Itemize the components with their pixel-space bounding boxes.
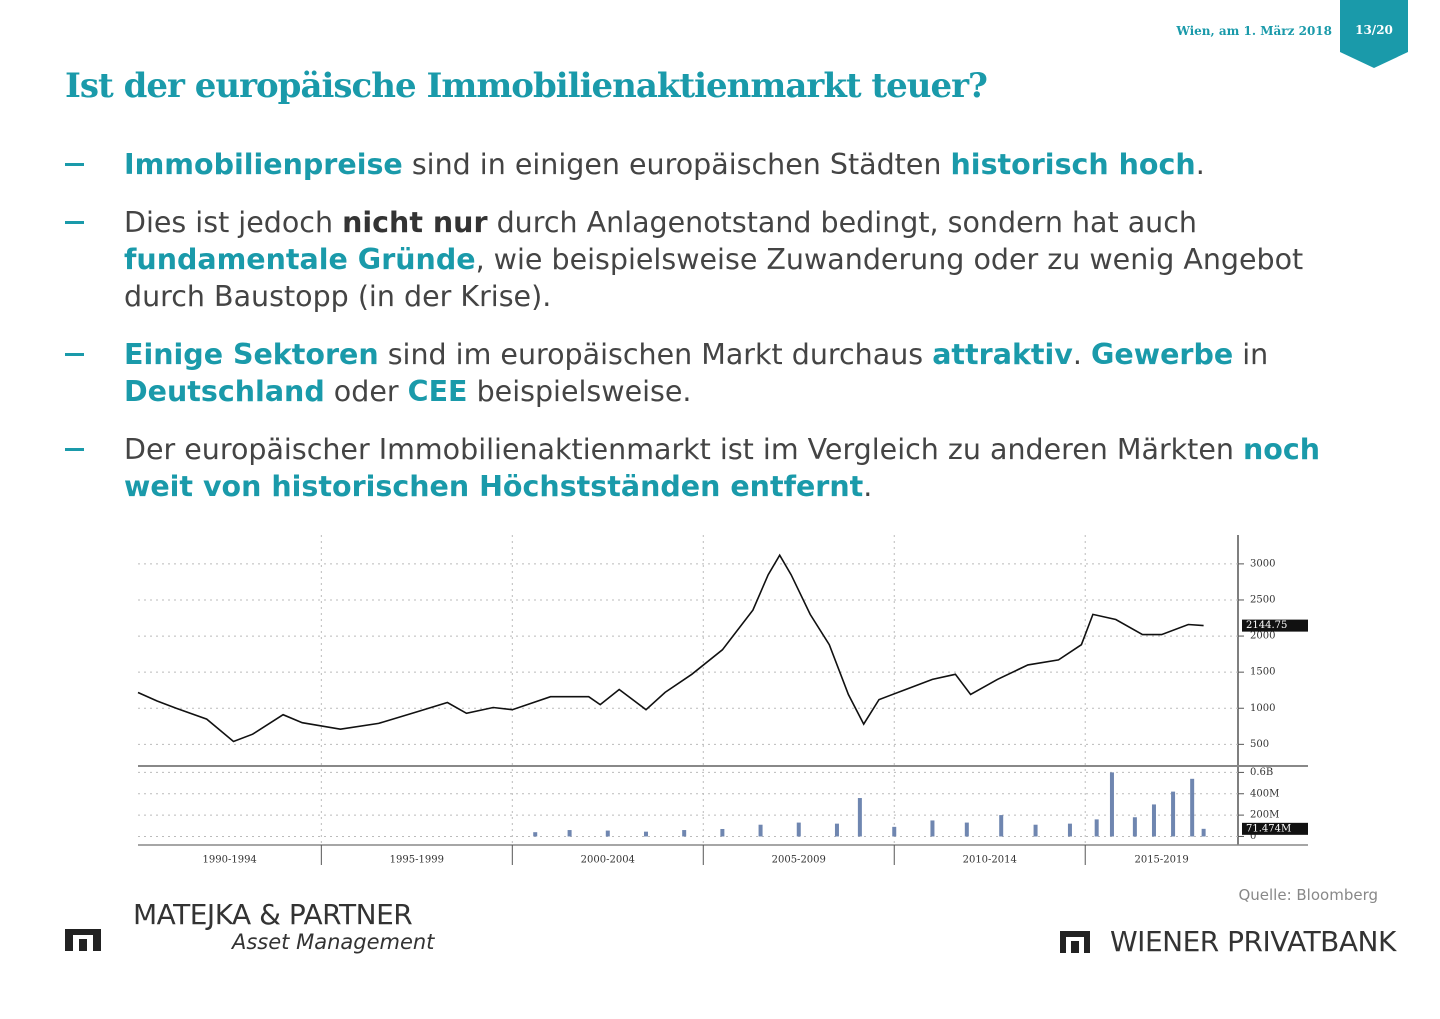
volume-bar xyxy=(1201,828,1206,837)
text-run: . xyxy=(863,470,873,503)
last-value-box xyxy=(1242,822,1308,835)
text-run: Gewerbe xyxy=(1091,338,1234,371)
price-line xyxy=(137,553,1204,743)
y-tick-label: 3000 xyxy=(1250,558,1275,569)
volume-bar xyxy=(999,815,1004,837)
logo-text: WIENER PRIVATBANK xyxy=(1110,925,1396,958)
y-tick-label: 500 xyxy=(1250,739,1269,750)
volume-bar xyxy=(1109,772,1114,837)
volume-bar xyxy=(892,826,897,837)
volume-bar xyxy=(758,824,763,837)
y-tick-label: 1000 xyxy=(1250,703,1275,714)
text-run: durch Anlagenotstand bedingt, sondern ha… xyxy=(487,206,1197,239)
text-run: in xyxy=(1233,338,1269,371)
bullet: Immobilienpreise sind in einigen europäi… xyxy=(65,146,1355,183)
volume-bar xyxy=(930,820,935,837)
page-tab xyxy=(1340,0,1408,68)
volume-bar xyxy=(1151,804,1156,837)
volume-bar xyxy=(1033,824,1038,837)
text-run: Immobilienpreise xyxy=(124,148,403,181)
page-number: 13/20 xyxy=(1355,23,1393,37)
y-tick-label: 2000 xyxy=(1250,631,1275,642)
volume-bar xyxy=(857,798,862,837)
y-tick-label: 0.6B xyxy=(1250,767,1273,778)
y-tick-label: 400M xyxy=(1250,788,1279,799)
volume-bar xyxy=(1067,823,1072,837)
volume-bar xyxy=(964,822,969,837)
bullet-list: Immobilienpreise sind in einigen europäi… xyxy=(65,146,1355,526)
text-run: CEE xyxy=(407,375,468,408)
text-run: fundamentale Gründe xyxy=(124,243,476,276)
title: Ist der europäische Immobilienaktienmark… xyxy=(65,66,988,106)
source: Quelle: Bloomberg xyxy=(1238,886,1378,904)
text-run: Dies ist jedoch xyxy=(124,206,343,239)
x-tick-label: 1990-1994 xyxy=(203,855,257,866)
volume-bar xyxy=(643,831,648,837)
volume-bar xyxy=(796,822,801,837)
volume-bar xyxy=(834,823,839,837)
volume-bar xyxy=(1094,819,1099,837)
text-run: oder xyxy=(324,375,408,408)
y-tick-label: 0 xyxy=(1250,831,1256,842)
logo-text: MATEJKA & PARTNER xyxy=(133,898,413,931)
text-run: sind in einigen europäischen Städten xyxy=(402,148,951,181)
volume-bar xyxy=(1190,778,1195,837)
x-tick-label: 2000-2004 xyxy=(581,855,635,866)
volume-bar xyxy=(720,828,725,837)
volume-bar xyxy=(605,830,610,837)
date: Wien, am 1. März 2018 xyxy=(1176,24,1332,38)
y-tick-label: 200M xyxy=(1250,810,1279,821)
y-tick-label: 1500 xyxy=(1250,667,1275,678)
logo-icon xyxy=(1060,931,1090,953)
x-tick-label: 2010-2014 xyxy=(963,855,1017,866)
text-run: historisch hoch xyxy=(950,148,1196,181)
x-tick-label: 2005-2009 xyxy=(772,855,826,866)
text-run: , wie beispielsweise Zuwanderung oder zu… xyxy=(124,243,1304,313)
text-run: Einige Sektoren xyxy=(124,338,379,371)
y-tick-label: 2500 xyxy=(1250,594,1275,605)
last-value-label: 2144.75 xyxy=(1246,620,1287,631)
bullet: Der europäischer Immobilienaktienmarkt i… xyxy=(65,431,1355,505)
text-run: sind im europäischen Markt durchaus xyxy=(378,338,933,371)
chart: 500 1000 1500 2000 2500 3000 1990-1994 1995-199… xyxy=(137,535,1308,866)
text-run: noch weit von historischen Höchstständen… xyxy=(124,433,1321,503)
logo-icon xyxy=(65,929,101,951)
last-value-box xyxy=(1242,619,1308,632)
text-run: . xyxy=(1072,338,1092,371)
bullet: Dies ist jedoch nicht nur durch Anlageno… xyxy=(65,204,1355,315)
x-tick-label: 1995-1999 xyxy=(390,855,444,866)
text-run: Der europäischer Immobilienaktienmarkt i… xyxy=(124,433,1244,466)
text-run: Deutschland xyxy=(124,375,325,408)
volume-bar xyxy=(567,830,572,837)
volume-bar xyxy=(1132,817,1137,837)
text-run: attraktiv xyxy=(932,338,1073,371)
volume-bar xyxy=(682,830,687,837)
volume-bar xyxy=(1171,791,1176,837)
text-run: beispielsweise. xyxy=(467,375,692,408)
text-run: . xyxy=(1195,148,1205,181)
x-tick-label: 2015-2019 xyxy=(1134,855,1188,866)
logo-subtext: Asset Management xyxy=(232,930,435,954)
text-run: nicht nur xyxy=(342,206,488,239)
last-value-label: 71.474M xyxy=(1246,823,1291,834)
bullet: Einige Sektoren sind im europäischen Mar… xyxy=(65,336,1355,410)
volume-bar xyxy=(533,832,538,837)
